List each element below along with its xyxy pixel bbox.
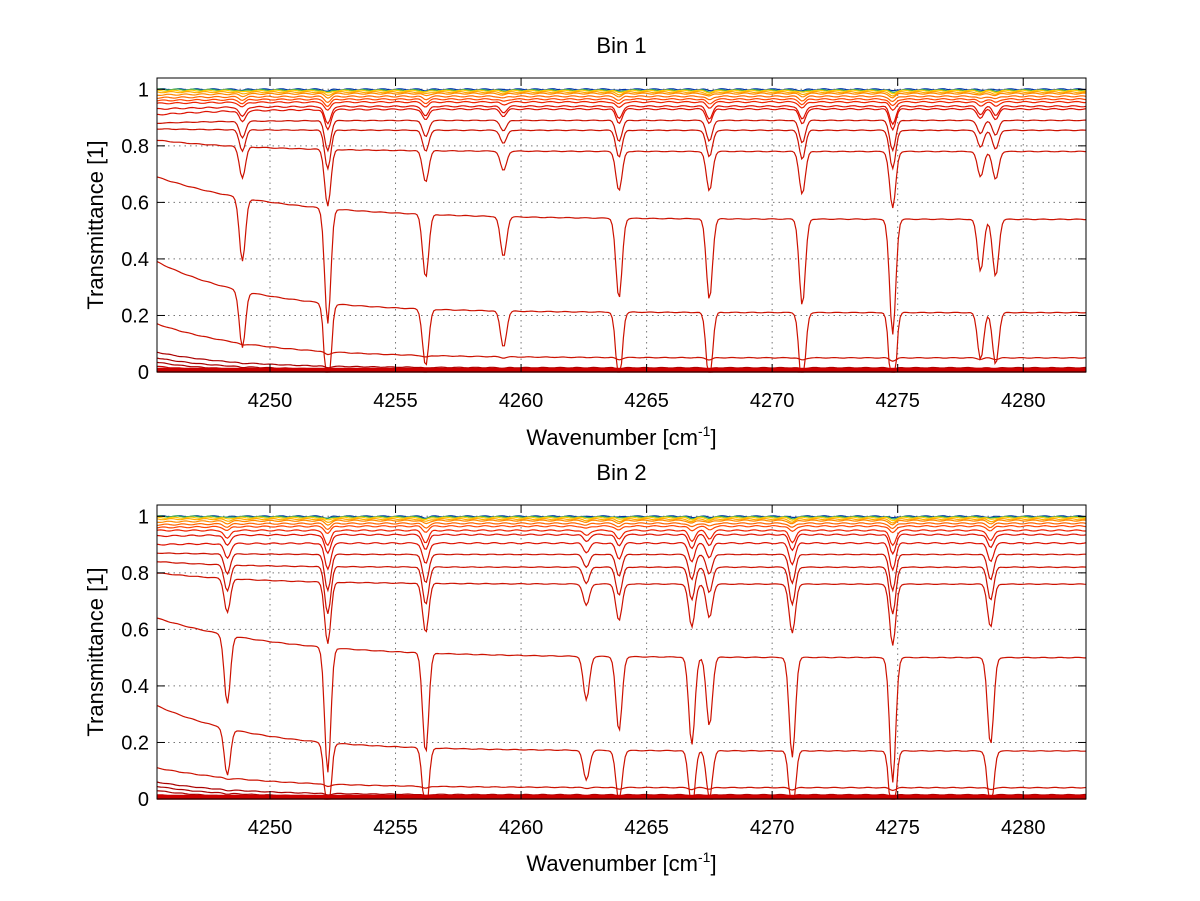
y-axis-label: Transmittance [1] <box>83 140 108 309</box>
series-line-6 <box>156 95 1087 104</box>
series-line-15 <box>156 704 1087 801</box>
x-tick-label: 4260 <box>499 390 544 412</box>
x-tick-label: 4280 <box>1001 390 1046 412</box>
y-tick-label: 0.8 <box>121 136 149 158</box>
series-line-10 <box>156 107 1087 132</box>
x-tick-label: 4275 <box>875 817 920 839</box>
x-axis-label-text: Wavenumber [cm <box>526 851 698 876</box>
series-line-5 <box>156 92 1087 99</box>
y-tick-label: 0.2 <box>121 732 149 754</box>
series-line-12 <box>156 128 1087 171</box>
chart-panel-2: 4250 4255 4260 4265 4270 4275 4280 0 0.2 0.4 0.6 0.… <box>83 460 1087 876</box>
x-tick-label: 4270 <box>750 817 795 839</box>
series-line-14 <box>156 617 1086 783</box>
series-line-9 <box>156 533 1087 556</box>
y-tick-label: 0.6 <box>121 192 149 214</box>
x-tick-label: 4280 <box>1001 817 1046 839</box>
x-tick-label: 4255 <box>373 390 418 412</box>
x-axis-label: Wavenumber [cm-1] <box>526 849 716 876</box>
x-axis-label-tail: ] <box>710 425 716 450</box>
y-tick-label: 0.4 <box>121 249 149 271</box>
plot-area <box>156 504 1087 800</box>
series-line-12 <box>156 561 1087 615</box>
x-tick-label: 4255 <box>373 817 418 839</box>
series-line-11 <box>156 552 1086 593</box>
x-tick-label: 4275 <box>875 390 920 412</box>
y-tick-label: 1 <box>138 79 149 101</box>
series-line-15 <box>156 260 1087 373</box>
y-tick-label: 1 <box>138 506 149 528</box>
y-tick-label: 0.2 <box>121 305 149 327</box>
x-tick-label: 4265 <box>624 390 669 412</box>
x-tick-label: 4265 <box>624 817 669 839</box>
plot-area <box>156 77 1087 373</box>
x-tick-label: 4250 <box>248 390 293 412</box>
series-line-16 <box>156 323 1087 362</box>
y-tick-label: 0 <box>138 789 149 811</box>
series-line-13 <box>156 139 1087 209</box>
chart-panel-1: 4250 4255 4260 4265 4270 4275 4280 0 0.2 0.4 0.6 0.… <box>83 33 1087 450</box>
x-axis-label-superscript: -1 <box>698 849 711 865</box>
series-line-4 <box>156 90 1087 97</box>
series-line-11 <box>156 119 1086 153</box>
series-line-8 <box>156 529 1086 547</box>
series-line-9 <box>157 105 1087 126</box>
series-line-7 <box>156 97 1087 108</box>
y-axis-label: Transmittance [1] <box>83 567 108 736</box>
series-line-14 <box>156 176 1086 335</box>
y-tick-label: 0.6 <box>121 619 149 641</box>
chart-title: Bin 1 <box>596 33 646 58</box>
y-tick-label: 0.8 <box>121 563 149 585</box>
series-line-8 <box>156 100 1087 111</box>
x-axis-label-superscript: -1 <box>698 423 711 439</box>
series-line-7 <box>156 524 1087 535</box>
series-line-6 <box>156 522 1087 531</box>
x-tick-label: 4260 <box>499 817 544 839</box>
series-line-5 <box>156 519 1087 526</box>
x-tick-label: 4250 <box>248 817 293 839</box>
chart-title: Bin 2 <box>596 460 646 485</box>
series-line-2 <box>156 515 1087 520</box>
series-line-3 <box>156 516 1087 522</box>
y-tick-label: 0 <box>138 362 149 384</box>
x-tick-label: 4270 <box>750 390 795 412</box>
series-line-3 <box>156 89 1087 95</box>
series-line-4 <box>156 517 1087 524</box>
series-line-16 <box>156 767 1087 792</box>
x-axis-label: Wavenumber [cm-1] <box>526 423 716 450</box>
x-axis-label-tail: ] <box>710 851 716 876</box>
series-line-13 <box>157 572 1087 646</box>
y-tick-label: 0.4 <box>121 676 149 698</box>
x-axis-label-text: Wavenumber [cm <box>526 425 698 450</box>
series-line-10 <box>156 541 1087 572</box>
